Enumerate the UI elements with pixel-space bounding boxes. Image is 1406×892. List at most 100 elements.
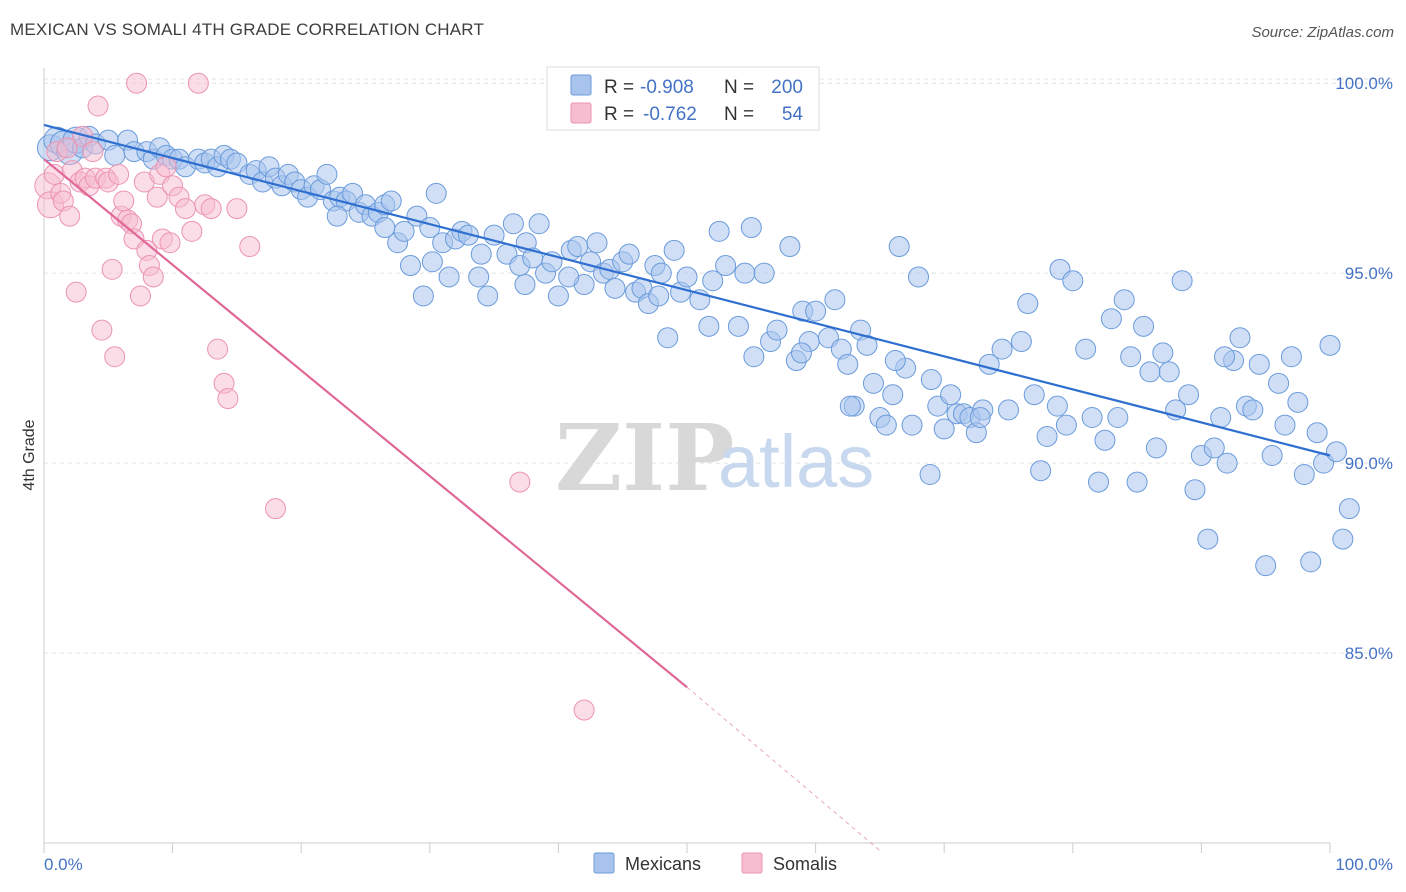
mexicans-point bbox=[1274, 414, 1296, 436]
mexicans-point bbox=[907, 266, 929, 288]
mexicans-trend-line bbox=[43, 123, 1331, 457]
mexicans-point bbox=[837, 353, 859, 375]
trend-lines bbox=[43, 123, 1331, 851]
somalis-point bbox=[59, 205, 81, 227]
mexicans-point bbox=[920, 369, 942, 391]
somalis-point bbox=[91, 319, 113, 341]
mexicans-point bbox=[998, 399, 1019, 421]
somalis-point bbox=[207, 338, 229, 360]
mexicans-point bbox=[1010, 331, 1032, 353]
mexicans-point bbox=[805, 300, 827, 322]
source-label: Source: ZipAtlas.com bbox=[1251, 24, 1394, 41]
somalis-point bbox=[101, 258, 123, 280]
mexicans-points bbox=[36, 125, 1360, 577]
mexicans-point bbox=[740, 217, 762, 239]
somalis-point bbox=[174, 198, 196, 220]
mexicans-point bbox=[1325, 441, 1347, 463]
mexicans-point bbox=[727, 315, 749, 337]
mexicans-point bbox=[1306, 422, 1328, 444]
mexicans-point bbox=[1062, 270, 1084, 292]
mexicans-point bbox=[969, 407, 991, 429]
mexicans-point bbox=[933, 418, 955, 440]
somalis-point bbox=[82, 141, 104, 163]
mexicans-point bbox=[1017, 293, 1039, 315]
mexicans-point bbox=[888, 236, 910, 258]
mexicans-point bbox=[743, 346, 765, 368]
mexicans-point bbox=[1242, 399, 1264, 421]
somalis-point bbox=[113, 190, 135, 212]
legend-r-value-mexicans: -0.908 bbox=[640, 77, 694, 98]
somalis-point bbox=[239, 236, 261, 258]
x-tick-label-max: 100.0% bbox=[1335, 855, 1393, 874]
mexicans-point bbox=[514, 274, 536, 296]
somalis-point bbox=[146, 186, 168, 208]
somalis-trend-line bbox=[43, 158, 688, 689]
somalis-point bbox=[509, 471, 531, 493]
bottom-legend-label-mexicans: Mexicans bbox=[625, 854, 701, 874]
y-tick-label-1: 90.0% bbox=[1345, 454, 1393, 473]
mexicans-point bbox=[470, 243, 492, 265]
somalis-point bbox=[126, 72, 148, 94]
mexicans-point bbox=[1214, 346, 1236, 368]
mexicans-point bbox=[1152, 342, 1174, 364]
legend-n-value-somalis: 54 bbox=[782, 104, 804, 125]
correlation-legend: R = -0.908 N = 200 R = -0.762 N = 54 bbox=[546, 66, 820, 131]
somalis-point bbox=[200, 198, 222, 220]
chart-title: MEXICAN VS SOMALI 4TH GRADE CORRELATION … bbox=[10, 20, 485, 39]
somalis-point bbox=[264, 498, 286, 520]
mexicans-point bbox=[856, 334, 878, 356]
legend-n-value-mexicans: 200 bbox=[771, 77, 803, 98]
mexicans-point bbox=[766, 319, 788, 341]
mexicans-point bbox=[1300, 551, 1322, 573]
mexicans-point bbox=[650, 262, 672, 284]
mexicans-point bbox=[698, 315, 720, 337]
y-tick-label-3: 100.0% bbox=[1335, 74, 1393, 93]
mexicans-point bbox=[1248, 353, 1270, 375]
mexicans-point bbox=[734, 262, 756, 284]
mexicans-point bbox=[604, 277, 626, 299]
mexicans-point bbox=[1338, 498, 1360, 520]
legend-r-value-somalis: -0.762 bbox=[643, 104, 697, 125]
mexicans-point bbox=[991, 338, 1013, 360]
mexicans-point bbox=[1261, 445, 1283, 466]
mexicans-point bbox=[547, 285, 569, 307]
mexicans-point bbox=[708, 220, 730, 242]
mexicans-point bbox=[862, 372, 884, 394]
mexicans-point bbox=[1229, 327, 1251, 349]
mexicans-point bbox=[882, 384, 904, 406]
mexicans-point bbox=[779, 236, 801, 258]
somalis-point bbox=[108, 163, 130, 185]
watermark-zip: ZIP bbox=[555, 404, 734, 512]
mexicans-point bbox=[940, 384, 962, 406]
mexicans-point bbox=[657, 327, 679, 349]
mexicans-point bbox=[1178, 384, 1200, 406]
somalis-point bbox=[56, 137, 78, 159]
watermark: ZIP atlas bbox=[555, 404, 874, 512]
somalis-point bbox=[142, 266, 164, 288]
mexicans-point bbox=[425, 182, 447, 204]
mexicans-point bbox=[528, 213, 550, 235]
watermark-atlas: atlas bbox=[718, 420, 874, 503]
mexicans-point bbox=[715, 255, 737, 277]
somalis-point bbox=[187, 72, 209, 94]
somalis-point bbox=[129, 285, 151, 307]
somalis-point bbox=[155, 156, 177, 178]
mexicans-point bbox=[1171, 270, 1193, 292]
mexicans-point bbox=[676, 266, 698, 288]
legend-swatch-mexicans bbox=[570, 74, 592, 96]
mexicans-point bbox=[1280, 346, 1302, 368]
legend-box bbox=[546, 66, 820, 131]
x-tick-label-min: 0.0% bbox=[44, 855, 83, 874]
mexicans-point bbox=[824, 289, 846, 311]
mexicans-point bbox=[1197, 528, 1219, 550]
mexicans-point bbox=[1081, 407, 1103, 429]
mexicans-point bbox=[1023, 384, 1045, 406]
mexicans-point bbox=[663, 239, 685, 261]
somalis-point bbox=[65, 281, 87, 303]
mexicans-point bbox=[1120, 346, 1142, 368]
somalis-point bbox=[226, 198, 248, 220]
mexicans-point bbox=[1216, 452, 1238, 474]
mexicans-point bbox=[1126, 471, 1148, 493]
mexicans-point bbox=[790, 342, 812, 364]
